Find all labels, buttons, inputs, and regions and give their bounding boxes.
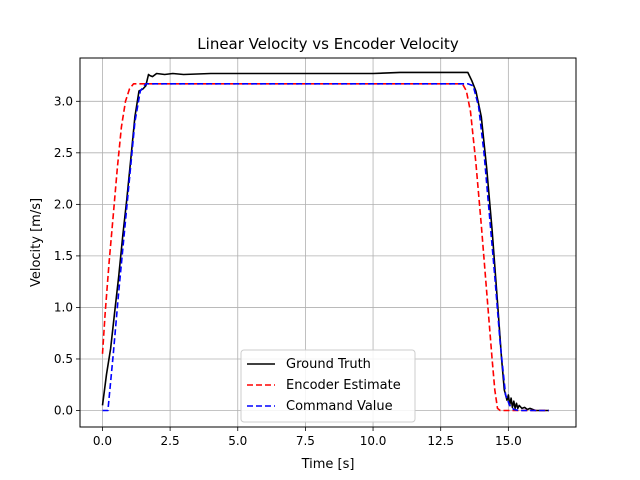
y-tick-label: 1.5 [54,249,73,263]
y-tick-label: 3.0 [54,94,73,108]
y-tick-label: 1.0 [54,300,73,314]
series-line-ground-truth [101,71,549,412]
legend: Ground Truth Encoder Estimate Command Valu… [240,349,416,423]
plot-frame [79,57,577,428]
y-axis-label: Velocity [m/s] [29,198,44,287]
series-line-command-value [102,83,549,412]
x-tick-label: 5.0 [228,434,247,448]
x-tick-label: 12.5 [427,434,454,448]
legend-label: Ground Truth [286,357,371,372]
x-axis-label: Time [s] [301,457,355,472]
legend-label: Encoder Estimate [286,378,401,393]
x-tick-label: 0.0 [93,434,112,448]
tick-layer: 0.0 2.5 5.0 7.5 10.0 12.5 15.0 0.0 0.5 1.0 1.5 2.0 2… [54,94,522,448]
series-layer [101,71,549,412]
x-tick-label: 15.0 [495,434,522,448]
x-tick-label: 7.5 [296,434,315,448]
x-tick-label: 10.0 [360,434,387,448]
y-tick-label: 0.0 [54,404,73,418]
legend-label: Command Value [286,399,393,414]
chart-title: Linear Velocity vs Encoder Velocity [197,35,459,53]
y-tick-label: 2.0 [54,197,73,211]
y-tick-label: 0.5 [54,352,73,366]
x-tick-label: 2.5 [161,434,180,448]
y-tick-label: 2.5 [54,146,73,160]
legend-box [240,349,416,423]
